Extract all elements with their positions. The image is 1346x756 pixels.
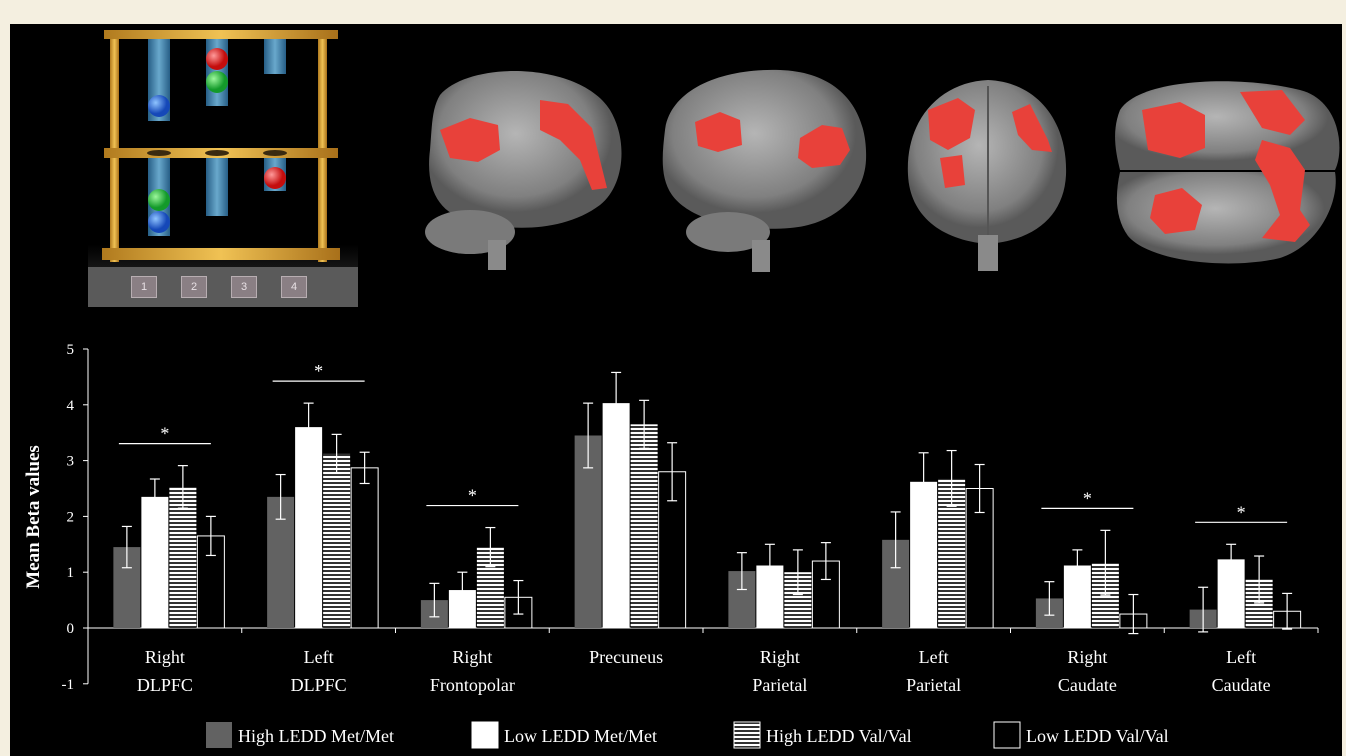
y-tick-label: -1 (62, 677, 75, 693)
bar (323, 454, 350, 628)
legend-swatch (206, 722, 232, 748)
category-label: Right (145, 647, 185, 667)
category-label: Left (919, 647, 949, 667)
legend-swatch (472, 722, 498, 748)
y-tick-label: 5 (67, 342, 75, 358)
significance-marker: * (160, 424, 169, 444)
chart-legend: High LEDD Met/Met Low LEDD Met/Met High LE… (206, 722, 1169, 748)
bar (603, 403, 630, 628)
legend-swatch (994, 722, 1020, 748)
legend-label: Low LEDD Met/Met (504, 726, 657, 746)
significance-marker: * (1237, 502, 1246, 522)
category-label: DLPFC (137, 675, 193, 695)
category-label: DLPFC (291, 675, 347, 695)
category-label: Parietal (906, 675, 961, 695)
bar (351, 468, 378, 628)
category-label: Left (1226, 647, 1256, 667)
legend-label: High LEDD Val/Val (766, 726, 912, 746)
y-axis-label: Mean Beta values (23, 445, 44, 589)
category-label: Left (304, 647, 334, 667)
category-label: Caudate (1058, 675, 1117, 695)
y-tick-label: 0 (67, 621, 75, 637)
category-label: Frontopolar (430, 675, 515, 695)
bar (295, 427, 322, 628)
significance-marker: * (468, 486, 477, 506)
y-tick-label: 4 (67, 398, 75, 414)
category-label: Parietal (752, 675, 807, 695)
legend-label: High LEDD Met/Met (238, 726, 394, 746)
y-tick-label: 3 (67, 454, 75, 470)
category-label: Caudate (1212, 675, 1271, 695)
significance-marker: * (314, 361, 323, 381)
bar (141, 497, 168, 628)
legend-label: Low LEDD Val/Val (1026, 726, 1169, 746)
significance-marker: * (1083, 488, 1092, 508)
category-label: Precuneus (589, 647, 663, 667)
category-label: Right (1067, 647, 1107, 667)
chart-axes: 5 4 3 2 1 0 -1 (62, 342, 1319, 693)
y-tick-label: 1 (67, 565, 75, 581)
category-label: Right (452, 647, 492, 667)
y-tick-label: 2 (67, 509, 75, 525)
bar (631, 424, 658, 628)
category-label: Right (760, 647, 800, 667)
legend-swatch (734, 722, 760, 748)
chart-bars (113, 372, 1300, 633)
